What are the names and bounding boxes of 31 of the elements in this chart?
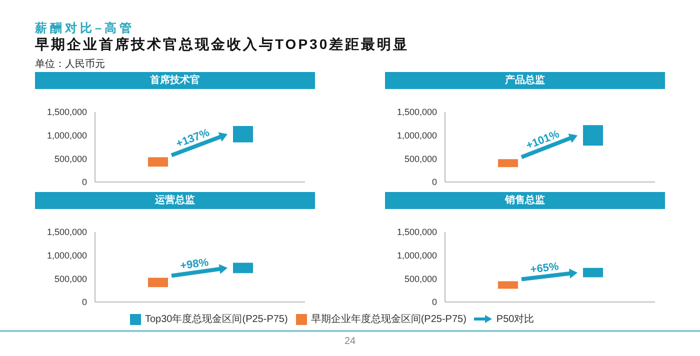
y-tick-label: 500,000 [404, 274, 437, 284]
y-tick-label: 500,000 [54, 274, 87, 284]
y-tick-label: 0 [82, 177, 87, 188]
text: 薪酬对比–高管 [35, 20, 135, 36]
annotation: +101% [524, 128, 562, 152]
text: 24 [343, 336, 357, 347]
y-tick-label: 500,000 [54, 154, 87, 164]
y-tick-label: 1,000,000 [396, 130, 437, 141]
y-tick-label: 0 [432, 177, 437, 188]
y-tick-label: 1,000,000 [46, 130, 87, 141]
text: 早期企业首席技术官总现金收入与TOP30差距最明显 [35, 36, 410, 54]
y-tick-label: 1,500,000 [396, 227, 437, 238]
chart-title: 销售总监 [385, 192, 665, 209]
annotation: +65% [530, 260, 560, 276]
legend-label: Top30年度总现金区间(P25-P75) [144, 312, 288, 326]
y-tick-label: 1,000,000 [46, 250, 87, 261]
y-tick-label: 0 [82, 297, 87, 308]
y-tick-label: 1,000,000 [396, 250, 437, 261]
y-tick-label: 1,500,000 [396, 107, 437, 118]
y-tick-label: 1,500,000 [46, 107, 87, 118]
annotation: +98% [180, 256, 210, 272]
chart-title: 产品总监 [385, 72, 665, 89]
chart-title: 运营总监 [35, 192, 315, 209]
text: 单位：人民币元 [35, 58, 105, 71]
chart-title: 首席技术官 [35, 72, 315, 89]
legend-label: 早期企业年度总现金区间(P25-P75) [310, 312, 466, 326]
annotation: +137% [174, 126, 212, 150]
y-tick-label: 500,000 [404, 154, 437, 164]
text: P50对比 [495, 312, 534, 326]
y-tick-label: 1,500,000 [46, 227, 87, 238]
y-tick-label: 0 [432, 297, 437, 308]
